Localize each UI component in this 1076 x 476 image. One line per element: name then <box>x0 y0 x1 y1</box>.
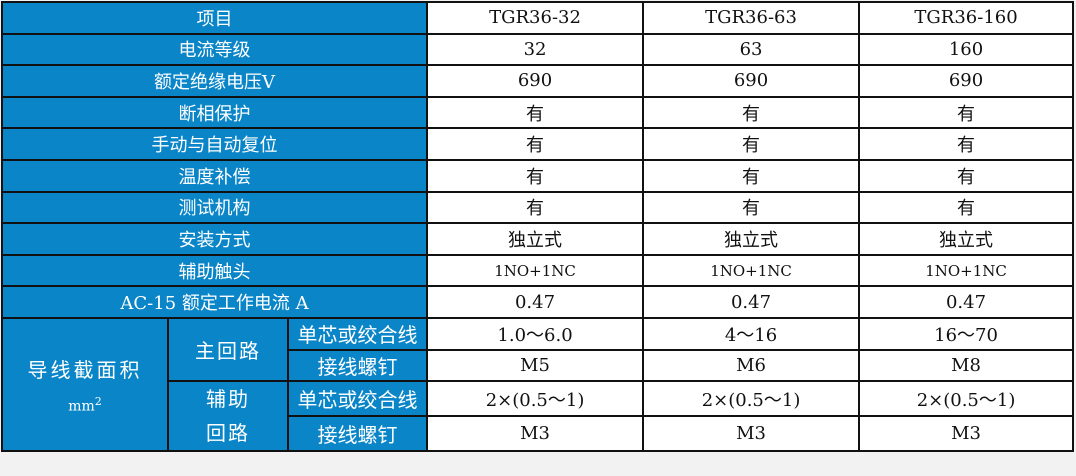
row-value: 63 <box>642 32 861 67</box>
row-label: 断相保护 <box>0 95 429 130</box>
row-value: 有 <box>642 95 861 130</box>
row-value: 1NO+1NC <box>642 253 861 288</box>
wire-row: 导线截面积 mm2 主回路 单芯或绞合线 1.0～6.0 4～16 16～70 <box>1 316 1075 453</box>
row-value: 有 <box>426 127 645 161</box>
row-label: 辅助触头 <box>0 253 429 288</box>
wire-value: 4～16 <box>642 316 861 351</box>
row-value: 有 <box>858 158 1075 193</box>
row-label: 额定绝缘电压V <box>0 64 429 98</box>
wire-value: M8 <box>858 348 1075 383</box>
table-row: 手动与自动复位有有有 <box>0 127 1075 161</box>
header-row: 项目 TGR36-32 TGR36-63 TGR36-160 <box>0 1 1075 35</box>
row-value: 独立式 <box>642 222 861 256</box>
row-label: 手动与自动复位 <box>0 127 429 161</box>
model-2: TGR36-63 <box>642 1 861 35</box>
row-value: 0.47 <box>642 285 861 319</box>
table-row: 测试机构有有有 <box>0 190 1075 225</box>
header-label: 项目 <box>0 1 429 35</box>
wire-value: M3 <box>426 415 645 453</box>
row-label: AC-15 额定工作电流 A <box>0 285 429 319</box>
row-label: 安装方式 <box>0 222 429 256</box>
row-value: 有 <box>858 95 1075 130</box>
row-value: 有 <box>426 158 645 193</box>
row-value: 32 <box>426 32 645 67</box>
aux-label-1: 辅助 <box>206 387 250 412</box>
row-value: 有 <box>426 190 645 225</box>
wire-sub-label: 单芯或绞合线 <box>286 316 429 351</box>
row-value: 690 <box>642 64 861 98</box>
aux-label-2: 回路 <box>206 421 250 446</box>
spec-table: 项目 TGR36-32 TGR36-63 TGR36-160 电流等级 32 63 1… <box>0 1 1075 453</box>
wire-value: M3 <box>642 415 861 453</box>
row-value: 有 <box>858 127 1075 161</box>
aux-circuit-label: 辅助 回路 <box>167 380 289 453</box>
wire-row: 接线螺钉 M5 M6 M8 <box>2 348 1075 383</box>
wire-value: M3 <box>858 415 1075 453</box>
row-value: 1NO+1NC <box>426 253 645 288</box>
row-value: 690 <box>426 64 645 98</box>
wire-label: 导线截面积 mm2 <box>1 316 169 453</box>
table-row: 辅助触头 1NO+1NC 1NO+1NC 1NO+1NC <box>0 253 1075 288</box>
wire-value: 2×(0.5～1) <box>426 380 645 418</box>
table-row: 温度补偿有有有 <box>0 158 1075 193</box>
row-value: 独立式 <box>426 222 645 256</box>
wire-value: M6 <box>642 348 861 383</box>
wire-value: 2×(0.5～1) <box>642 380 861 418</box>
row-value: 0.47 <box>426 285 645 319</box>
row-value: 690 <box>858 64 1075 98</box>
table-row: 断相保护有有有 <box>0 95 1075 130</box>
row-value: 160 <box>858 32 1075 67</box>
row-value: 有 <box>642 158 861 193</box>
table-row: AC-15 额定工作电流 A 0.47 0.47 0.47 <box>0 285 1075 319</box>
wire-value: 1.0～6.0 <box>426 316 645 351</box>
wire-sub-label: 接线螺钉 <box>286 348 429 383</box>
model-1: TGR36-32 <box>426 1 645 35</box>
wire-value: M5 <box>426 348 645 383</box>
table-row: 额定绝缘电压V 690 690 690 <box>0 64 1075 98</box>
wire-unit: mm <box>68 398 95 415</box>
wire-unit-sup: 2 <box>94 395 102 409</box>
main-circuit-label: 主回路 <box>167 316 289 383</box>
row-value: 有 <box>858 190 1075 225</box>
row-label: 测试机构 <box>0 190 429 225</box>
wire-value: 2×(0.5～1) <box>858 380 1075 418</box>
table-row: 电流等级 32 63 160 <box>0 32 1075 67</box>
wire-sub-label: 单芯或绞合线 <box>286 380 429 418</box>
model-3: TGR36-160 <box>858 1 1075 35</box>
row-value: 1NO+1NC <box>858 253 1075 288</box>
wire-sub-label: 接线螺钉 <box>286 415 429 453</box>
table-row: 安装方式 独立式 独立式 独立式 <box>0 222 1075 256</box>
row-value: 独立式 <box>858 222 1075 256</box>
row-value: 有 <box>642 127 861 161</box>
row-label: 温度补偿 <box>0 158 429 193</box>
wire-row: 辅助 回路 单芯或绞合线 2×(0.5～1) 2×(0.5～1) 2×(0.5～1) <box>2 380 1075 453</box>
row-value: 0.47 <box>858 285 1075 319</box>
wire-row: 接线螺钉 M3 M3 M3 <box>2 415 1075 453</box>
wire-label-text: 导线截面积 <box>27 358 143 383</box>
row-label: 电流等级 <box>0 32 429 67</box>
row-value: 有 <box>426 95 645 130</box>
row-value: 有 <box>642 190 861 225</box>
wire-value: 16～70 <box>858 316 1075 351</box>
